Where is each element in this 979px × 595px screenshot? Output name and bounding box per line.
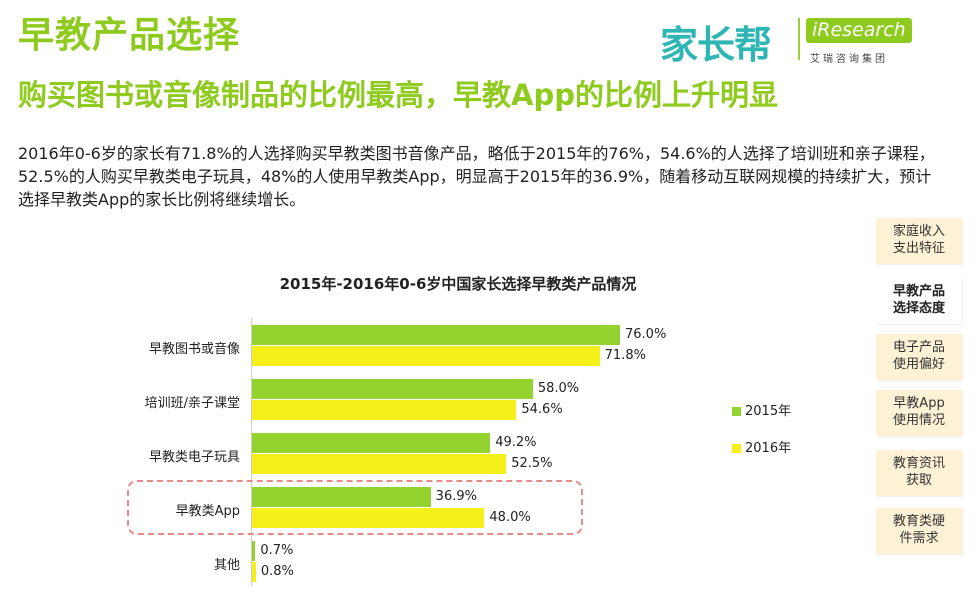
chart-axis-line [251, 318, 252, 586]
bar-2016 [252, 400, 517, 420]
nav-item-line1: 家庭收入 [892, 224, 945, 239]
nav-item-2[interactable]: 早教产品 选择态度 [876, 278, 962, 324]
category-label: 培训班/亲子课堂 [144, 396, 240, 411]
nav-item-line2: 支出特征 [892, 241, 945, 256]
data-label: 58.0% [537, 381, 580, 396]
legend-swatch-2015 [732, 407, 741, 416]
nav-item-4[interactable]: 早教App 使用情况 [876, 390, 962, 436]
bar-2015 [252, 379, 533, 399]
nav-item-line2: 使用情况 [892, 413, 945, 428]
logo-english-text: iResearch [806, 18, 912, 43]
nav-item-5[interactable]: 教育资讯 获取 [876, 450, 962, 496]
bar-2015 [252, 433, 491, 453]
bar-2016 [252, 562, 256, 582]
bar-2016 [252, 454, 507, 474]
data-label: 48.0% [489, 510, 531, 525]
data-label: 0.7% [260, 543, 294, 558]
bar-2016 [252, 346, 600, 366]
nav-item-line1: 教育类硬 [892, 514, 945, 529]
data-label: 49.2% [495, 435, 537, 450]
legend-label-2016: 2016年 [745, 441, 792, 456]
category-label: 其他 [213, 558, 240, 573]
nav-item-line2: 件需求 [899, 531, 939, 546]
page-title: 早教产品选择 [18, 15, 241, 56]
nav-item-1[interactable]: 家庭收入 支出特征 [876, 218, 962, 264]
brand-logo: 家长帮 iResearch 艾瑞咨询集团 [660, 10, 912, 70]
legend-item-2016: 2016年 [732, 437, 791, 456]
bar-2015 [252, 541, 256, 561]
legend-label-2015: 2015年 [745, 404, 792, 419]
bar-2016 [252, 508, 485, 528]
logo-subtext: 艾瑞咨询集团 [810, 54, 888, 65]
highlight-box-app [127, 480, 583, 535]
data-label: 71.8% [604, 348, 646, 363]
nav-item-6[interactable]: 教育类硬 件需求 [876, 508, 962, 554]
nav-item-line2: 使用偏好 [892, 357, 945, 372]
category-label: 早教类电子玩具 [148, 450, 240, 465]
data-label: 54.6% [521, 402, 563, 417]
nav-item-3[interactable]: 电子产品 使用偏好 [876, 334, 962, 380]
description-text: 2016年0-6岁的家长有71.8%的人选择购买早教类图书音像产品，略低于201… [18, 144, 935, 209]
page-subtitle: 购买图书或音像制品的比例最高，早教App的比例上升明显 [18, 78, 778, 112]
category-label: 早教类App [175, 504, 240, 519]
logo-divider [798, 18, 800, 60]
chart-title: 2015年-2016年0-6岁中国家长选择早教类产品情况 [279, 275, 637, 293]
data-label: 0.8% [260, 564, 294, 579]
nav-item-line2: 获取 [905, 473, 932, 488]
data-label: 36.9% [435, 489, 477, 504]
data-label: 52.5% [511, 456, 553, 471]
bar-2015 [252, 325, 620, 345]
nav-item-line1: 早教产品 [892, 284, 945, 299]
nav-item-line1: 教育资讯 [892, 456, 945, 471]
legend-item-2015: 2015年 [732, 400, 791, 419]
nav-item-line1: 早教App [893, 396, 945, 411]
category-label: 早教图书或音像 [148, 342, 240, 357]
data-label: 76.0% [625, 327, 667, 342]
nav-item-line1: 电子产品 [892, 340, 945, 355]
legend-swatch-2016 [732, 444, 741, 453]
nav-item-line2: 选择态度 [892, 301, 945, 316]
logo-chinese-text: 家长帮 [660, 23, 772, 67]
bar-2015 [252, 487, 431, 507]
